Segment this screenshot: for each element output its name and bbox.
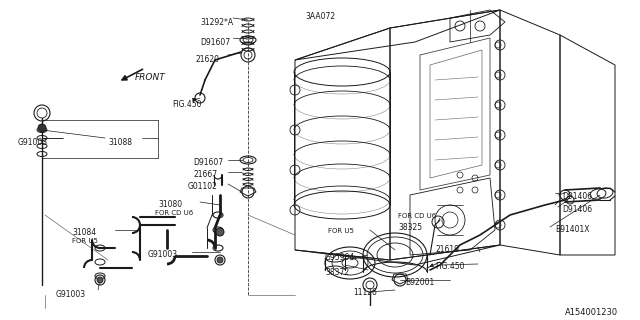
Text: 31292*A: 31292*A (200, 18, 233, 27)
Text: FOR U5: FOR U5 (72, 238, 98, 244)
Text: D91607: D91607 (193, 158, 223, 167)
Text: FIG.450: FIG.450 (172, 100, 202, 109)
Text: D91406: D91406 (562, 205, 592, 214)
Text: A154001230: A154001230 (565, 308, 618, 317)
Circle shape (97, 277, 103, 283)
Text: FOR CD U6: FOR CD U6 (155, 210, 193, 216)
Text: FRONT: FRONT (135, 73, 166, 82)
Text: G91003: G91003 (56, 290, 86, 299)
Text: G01102: G01102 (188, 182, 218, 191)
Text: 31088: 31088 (108, 138, 132, 147)
Text: 21619: 21619 (435, 245, 459, 254)
Text: 3AA072: 3AA072 (305, 12, 335, 21)
Text: 38372: 38372 (325, 268, 349, 277)
Text: G91003: G91003 (148, 250, 178, 259)
Text: D91607: D91607 (200, 38, 230, 47)
Text: 31080: 31080 (158, 200, 182, 209)
Text: 21667: 21667 (193, 170, 217, 179)
Text: FOR U5: FOR U5 (328, 228, 354, 234)
Text: 21620: 21620 (195, 55, 219, 64)
Text: FIG.450: FIG.450 (435, 262, 465, 271)
Text: FOR CD U6: FOR CD U6 (398, 213, 436, 219)
Text: D91406: D91406 (562, 192, 592, 201)
Circle shape (217, 257, 223, 263)
Circle shape (38, 124, 46, 132)
Text: G91003: G91003 (18, 138, 48, 147)
Text: 38325: 38325 (398, 223, 422, 232)
Text: B92001: B92001 (405, 278, 435, 287)
Circle shape (216, 228, 224, 236)
Text: 31084: 31084 (72, 228, 96, 237)
Text: G95904: G95904 (325, 253, 355, 262)
Text: B91401X: B91401X (555, 225, 589, 234)
Text: 11126: 11126 (353, 288, 377, 297)
